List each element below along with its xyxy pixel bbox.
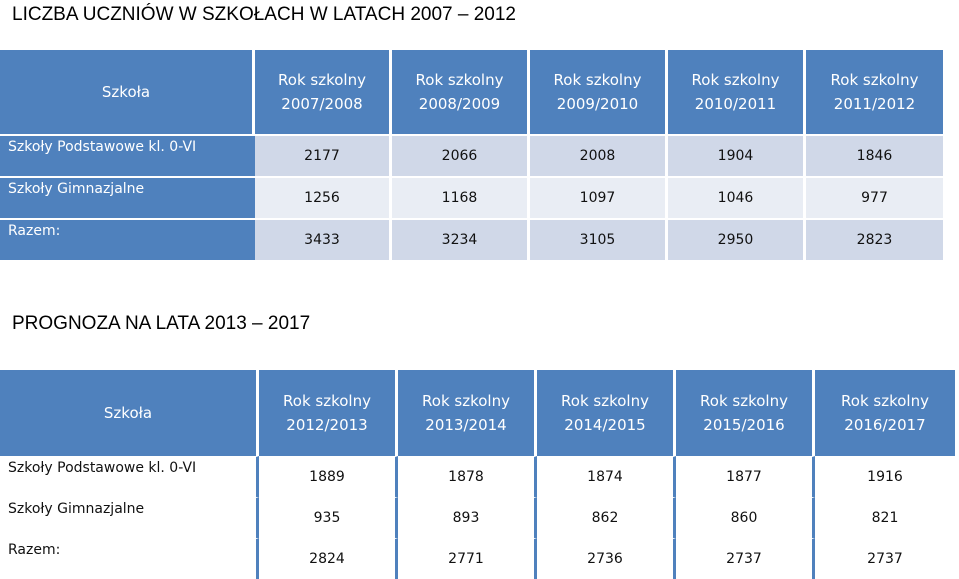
row-label: Razem: (0, 218, 255, 260)
table-cell: 1256 (255, 176, 392, 218)
table-cell: 3433 (255, 218, 392, 260)
table-cell: 3105 (530, 218, 668, 260)
header-year: Rok szkolny 2009/2010 (530, 50, 668, 134)
section-title-history: LICZBA UCZNIÓW W SZKOŁACH W LATACH 2007 … (12, 4, 516, 25)
table-cell: 1046 (668, 176, 806, 218)
row-label: Szkoły Podstawowe kl. 0-VI (0, 134, 255, 176)
row-label: Razem: (0, 538, 259, 579)
table-cell: 1889 (259, 456, 398, 497)
table-row: Szkoły Podstawowe kl. 0-VI 1889 1878 187… (0, 456, 955, 497)
table-row: Razem: 2824 2771 2736 2737 2737 (0, 538, 955, 579)
table-row: Szkoły Podstawowe kl. 0-VI 2177 2066 200… (0, 134, 943, 176)
table-cell: 1916 (815, 456, 955, 497)
table-cell: 2177 (255, 134, 392, 176)
section-title-forecast: PROGNOZA NA LATA 2013 – 2017 (12, 313, 311, 334)
header-school: Szkoła (0, 370, 259, 456)
table-cell: 2737 (676, 538, 815, 579)
table-cell: 2950 (668, 218, 806, 260)
table-cell: 1878 (398, 456, 537, 497)
header-year: Rok szkolny 2007/2008 (255, 50, 392, 134)
header-year: Rok szkolny 2014/2015 (537, 370, 676, 456)
table-row: Szkoły Gimnazjalne 1256 1168 1097 1046 9… (0, 176, 943, 218)
header-year: Rok szkolny 2013/2014 (398, 370, 537, 456)
table-cell: 935 (259, 497, 398, 538)
table-cell: 1874 (537, 456, 676, 497)
table-cell: 2008 (530, 134, 668, 176)
table-cell: 2066 (392, 134, 530, 176)
table-cell: 2736 (537, 538, 676, 579)
header-year: Rok szkolny 2010/2011 (668, 50, 806, 134)
header-school: Szkoła (0, 50, 255, 134)
table-cell: 2824 (259, 538, 398, 579)
header-year: Rok szkolny 2008/2009 (392, 50, 530, 134)
table-row: Szkoły Gimnazjalne 935 893 862 860 821 (0, 497, 955, 538)
header-year: Rok szkolny 2015/2016 (676, 370, 815, 456)
row-label: Szkoły Gimnazjalne (0, 497, 259, 538)
table-cell: 1168 (392, 176, 530, 218)
table-cell: 1097 (530, 176, 668, 218)
row-label: Szkoły Podstawowe kl. 0-VI (0, 456, 259, 497)
table-cell: 1877 (676, 456, 815, 497)
table-cell: 893 (398, 497, 537, 538)
students-table-2007-2012: Szkoła Rok szkolny 2007/2008 Rok szkolny 2… (0, 50, 943, 260)
header-year: Rok szkolny 2012/2013 (259, 370, 398, 456)
table-cell: 2737 (815, 538, 955, 579)
header-year: Rok szkolny 2016/2017 (815, 370, 955, 456)
table-row: Razem: 3433 3234 3105 2950 2823 (0, 218, 943, 260)
table-cell: 2771 (398, 538, 537, 579)
table-cell: 821 (815, 497, 955, 538)
table-cell: 860 (676, 497, 815, 538)
table-cell: 977 (806, 176, 943, 218)
table-cell: 862 (537, 497, 676, 538)
table-cell: 1846 (806, 134, 943, 176)
table-cell: 3234 (392, 218, 530, 260)
header-year: Rok szkolny 2011/2012 (806, 50, 943, 134)
students-forecast-table-2013-2017: Szkoła Rok szkolny 2012/2013 Rok szkolny 2… (0, 370, 955, 579)
table-cell: 1904 (668, 134, 806, 176)
row-label: Szkoły Gimnazjalne (0, 176, 255, 218)
table-cell: 2823 (806, 218, 943, 260)
